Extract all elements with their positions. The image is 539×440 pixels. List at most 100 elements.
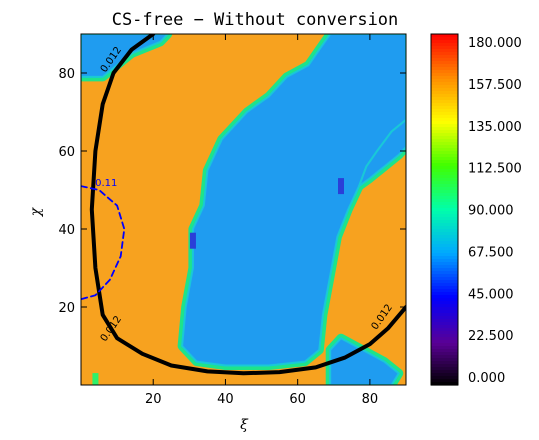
colorbar-segment bbox=[431, 247, 458, 251]
contour-line-1 bbox=[81, 185, 126, 301]
colorbar-segment bbox=[431, 337, 458, 341]
colorbar-segment bbox=[431, 91, 458, 95]
colorbar-segment bbox=[431, 289, 458, 293]
colorbar-segment bbox=[431, 382, 458, 386]
colorbar-segment bbox=[431, 148, 458, 152]
colorbar-segment bbox=[431, 106, 458, 110]
colorbar-segment bbox=[431, 262, 458, 266]
colorbar-segment bbox=[431, 238, 458, 242]
y-tick-label: 20 bbox=[58, 301, 75, 316]
contour-line-0 bbox=[89, 34, 406, 376]
colorbar-segment bbox=[431, 316, 458, 320]
colorbar-segment bbox=[431, 85, 458, 89]
colorbar-segment bbox=[431, 217, 458, 221]
colorbar-segment bbox=[431, 298, 458, 302]
colorbar-segment bbox=[431, 97, 458, 101]
colorbar-segment bbox=[431, 358, 458, 362]
colorbar-segment bbox=[431, 115, 458, 119]
colorbar-segment bbox=[431, 286, 458, 290]
colorbar-segment bbox=[431, 76, 458, 80]
colorbar-segment bbox=[431, 235, 458, 239]
colorbar-segment bbox=[431, 301, 458, 305]
colorbar-segment bbox=[431, 355, 458, 359]
colorbar-segment bbox=[431, 94, 458, 98]
y-tick-label: 40 bbox=[58, 223, 75, 238]
colorbar-segment bbox=[431, 307, 458, 311]
colorbar-segment bbox=[431, 58, 458, 62]
colorbar-segment bbox=[431, 376, 458, 380]
colorbar-segment bbox=[431, 343, 458, 347]
colorbar-segment bbox=[431, 331, 458, 335]
colorbar-segment bbox=[431, 292, 458, 296]
x-tick-label: 80 bbox=[362, 392, 379, 407]
colorbar-segment bbox=[431, 253, 458, 257]
colorbar-segment bbox=[431, 124, 458, 128]
colorbar-segment bbox=[431, 157, 458, 161]
colorbar-segment bbox=[431, 214, 458, 218]
colorbar-segment bbox=[431, 172, 458, 176]
colorbar-segment bbox=[431, 73, 458, 77]
colorbar-segment bbox=[431, 112, 458, 116]
colorbar-segment bbox=[431, 304, 458, 308]
colorbar-segment bbox=[431, 226, 458, 230]
colorbar-segment bbox=[431, 211, 458, 215]
colorbar-segment bbox=[431, 271, 458, 275]
colorbar-segment bbox=[431, 370, 458, 374]
colorbar-tick-label: 67.500 bbox=[468, 245, 514, 260]
colorbar-segment bbox=[431, 241, 458, 245]
colorbar-segment bbox=[431, 346, 458, 350]
colorbar-segment bbox=[431, 175, 458, 179]
colorbar-segment bbox=[431, 295, 458, 299]
colorbar-segment bbox=[431, 52, 458, 56]
colorbar bbox=[431, 34, 458, 386]
colorbar-segment bbox=[431, 277, 458, 281]
colorbar-segment bbox=[431, 340, 458, 344]
y-axis: 20 40 60 80 bbox=[58, 67, 406, 316]
colorbar-tick-label: 0.000 bbox=[468, 371, 505, 386]
x-tick-label: 20 bbox=[145, 392, 162, 407]
colorbar-segment bbox=[431, 64, 458, 68]
colorbar-segment bbox=[431, 142, 458, 146]
colorbar-segment bbox=[431, 232, 458, 236]
colorbar-segment bbox=[431, 349, 458, 353]
colorbar-segment bbox=[431, 82, 458, 86]
colorbar-segment bbox=[431, 208, 458, 212]
colorbar-segment bbox=[431, 46, 458, 50]
y-axis-label: χ bbox=[28, 206, 44, 217]
colorbar-segment bbox=[431, 268, 458, 272]
region-bottom-right-blue bbox=[329, 337, 400, 385]
colorbar-segment bbox=[431, 274, 458, 278]
colorbar-segment bbox=[431, 259, 458, 263]
colorbar-segment bbox=[431, 328, 458, 332]
colorbar-segment bbox=[431, 133, 458, 137]
colorbar-segment bbox=[431, 163, 458, 167]
colorbar-segment bbox=[431, 223, 458, 227]
colorbar-segment bbox=[431, 319, 458, 323]
colorbar-labels: 180.000 157.500 135.000 112.500 90.000 67.500… bbox=[468, 36, 522, 386]
colorbar-segment bbox=[431, 103, 458, 107]
colorbar-segment bbox=[431, 325, 458, 329]
chart-title: CS-free − Without conversion bbox=[112, 10, 399, 30]
colorbar-segment bbox=[431, 37, 458, 41]
colorbar-segment bbox=[431, 265, 458, 269]
colorbar-tick-label: 157.500 bbox=[468, 78, 522, 93]
colorbar-segment bbox=[431, 187, 458, 191]
colorbar-tick-label: 90.000 bbox=[468, 204, 514, 219]
colorbar-segment bbox=[431, 151, 458, 155]
colorbar-segment bbox=[431, 361, 458, 365]
y-tick-label: 80 bbox=[58, 67, 75, 82]
colorbar-segment bbox=[431, 229, 458, 233]
colorbar-segment bbox=[431, 352, 458, 356]
colorbar-segment bbox=[431, 178, 458, 182]
colorbar-segment bbox=[431, 334, 458, 338]
colorbar-tick-label: 135.000 bbox=[468, 120, 522, 135]
colorbar-segment bbox=[431, 160, 458, 164]
colorbar-segment bbox=[431, 169, 458, 173]
colorbar-segment bbox=[431, 79, 458, 83]
colorbar-segment bbox=[431, 67, 458, 71]
colorbar-segment bbox=[431, 364, 458, 368]
x-axis: 20 40 60 80 bbox=[145, 34, 378, 407]
colorbar-segment bbox=[431, 55, 458, 59]
colorbar-segment bbox=[431, 70, 458, 74]
